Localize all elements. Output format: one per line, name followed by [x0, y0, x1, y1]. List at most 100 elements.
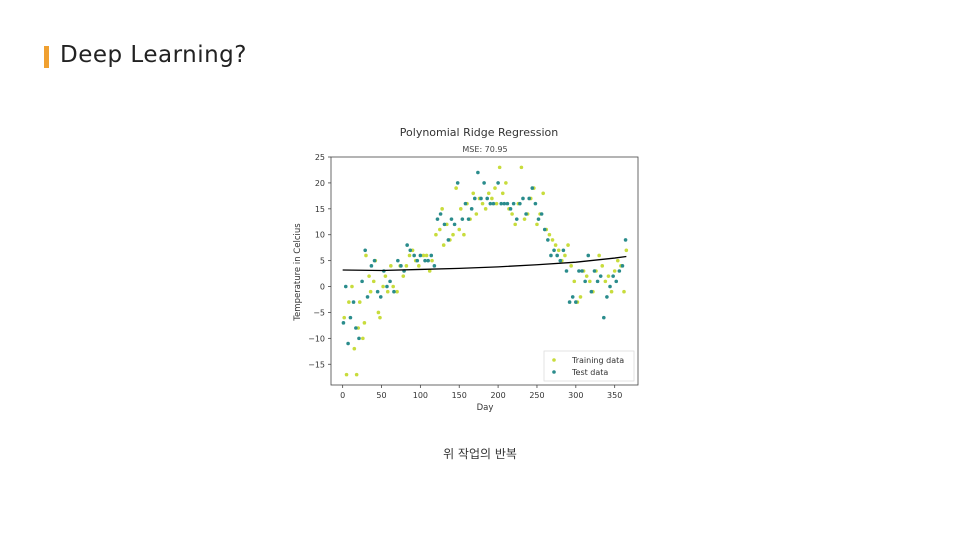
test-point	[583, 279, 587, 284]
test-point	[539, 212, 544, 216]
test-point	[574, 300, 578, 304]
training-point	[556, 248, 561, 253]
test-point	[363, 248, 367, 253]
test-point	[521, 196, 525, 201]
test-point	[455, 181, 460, 185]
training-point	[457, 227, 462, 232]
training-point	[480, 201, 485, 206]
y-axis-label: Temperature in Celcius	[293, 223, 303, 322]
training-point	[441, 243, 446, 247]
training-point	[354, 372, 359, 377]
training-point	[547, 232, 552, 237]
regression-fit-line	[342, 255, 627, 272]
test-point	[341, 321, 346, 325]
test-point	[527, 196, 531, 201]
x-tick-label: 250	[529, 391, 544, 400]
test-point	[564, 269, 569, 273]
training-point	[471, 191, 476, 196]
training-point	[391, 284, 395, 289]
test-point	[505, 201, 510, 206]
training-point	[603, 279, 608, 284]
training-point	[609, 289, 614, 294]
test-point	[348, 315, 353, 320]
training-point	[367, 274, 371, 278]
training-point	[522, 217, 527, 221]
test-point	[577, 269, 581, 273]
x-axis-label: Day	[477, 403, 494, 413]
test-point	[388, 279, 392, 284]
test-point	[476, 170, 480, 175]
test-point	[405, 243, 409, 247]
training-point	[510, 212, 514, 216]
y-tick-label: −10	[308, 334, 325, 343]
training-point	[404, 264, 409, 268]
test-point	[418, 253, 423, 258]
x-tick-label: 200	[490, 391, 505, 400]
training-point	[504, 181, 508, 185]
test-point	[479, 196, 483, 201]
test-point	[426, 258, 430, 263]
test-point	[488, 201, 493, 206]
training-point	[417, 264, 421, 268]
x-tick-label: 300	[568, 391, 583, 400]
legend-entry: Test data	[571, 368, 608, 377]
training-point	[500, 191, 505, 196]
test-point	[378, 295, 383, 299]
test-point	[549, 253, 553, 258]
test-point	[555, 253, 559, 258]
test-point	[385, 284, 389, 289]
test-point	[592, 269, 597, 273]
training-point	[572, 279, 577, 284]
training-point	[597, 253, 601, 258]
test-point	[561, 248, 566, 253]
training-point	[615, 258, 620, 263]
training-point	[483, 207, 488, 211]
test-point	[595, 279, 600, 284]
test-point	[491, 201, 496, 206]
test-point	[460, 217, 465, 221]
test-point	[567, 300, 572, 304]
training-point	[553, 243, 558, 247]
test-point	[518, 201, 522, 206]
test-point	[351, 300, 356, 304]
y-tick-label: 5	[320, 257, 325, 266]
x-tick-label: 50	[376, 391, 386, 400]
test-point	[570, 295, 575, 299]
training-point	[451, 232, 455, 237]
test-point	[412, 253, 416, 258]
training-point	[401, 274, 406, 278]
training-point	[486, 191, 491, 196]
training-point	[368, 289, 373, 294]
training-point	[342, 315, 347, 320]
test-point	[408, 248, 413, 253]
legend: Training data Test data	[543, 350, 635, 382]
test-point	[357, 336, 361, 341]
training-point	[494, 201, 499, 206]
test-point	[423, 258, 427, 263]
y-tick-label: 20	[315, 179, 325, 188]
slide-caption: 위 작업의 반복	[443, 447, 517, 461]
test-point	[617, 269, 622, 273]
training-point	[566, 243, 570, 247]
y-tick-label: 25	[315, 153, 325, 162]
training-point	[588, 279, 592, 284]
data-marks	[341, 165, 629, 377]
training-point	[541, 191, 545, 196]
training-point	[389, 264, 393, 268]
x-tick-label: 350	[607, 391, 622, 400]
test-point	[463, 201, 468, 206]
training-point	[519, 165, 524, 170]
training-point	[497, 165, 502, 170]
training-point	[424, 253, 429, 258]
training-point	[584, 274, 589, 278]
test-point	[602, 315, 606, 320]
test-point	[511, 201, 516, 206]
training-point	[385, 289, 390, 294]
test-point	[614, 279, 619, 284]
training-point	[578, 295, 583, 299]
test-point	[435, 217, 440, 221]
training-point	[622, 289, 626, 294]
y-tick-label: 0	[320, 283, 325, 292]
test-point	[346, 341, 350, 346]
